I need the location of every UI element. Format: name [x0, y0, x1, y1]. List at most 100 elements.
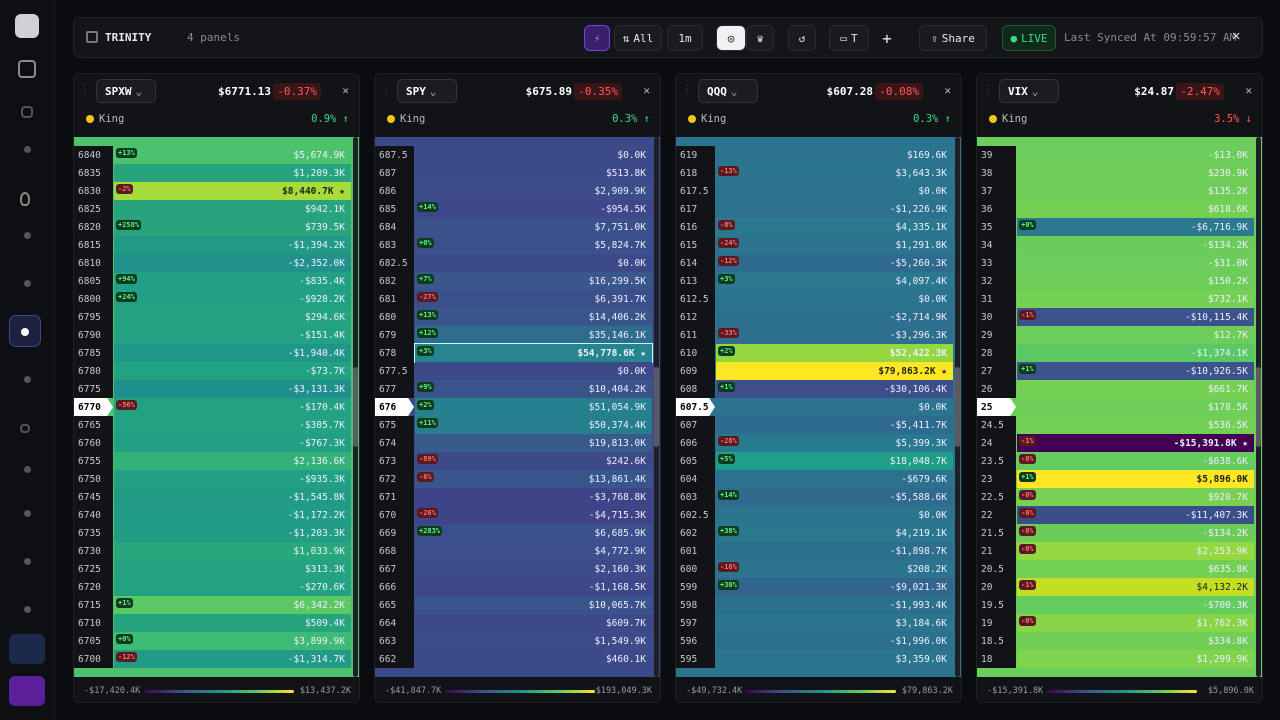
heat-cell: -$3,768.8K	[415, 488, 652, 506]
change-badge: +24%	[116, 292, 137, 302]
change-badge: -1%	[1019, 436, 1036, 446]
help-button[interactable]	[9, 676, 45, 706]
ladder-row: 616 -8% $4,335.1K	[676, 218, 953, 236]
strike: 19	[977, 614, 1016, 632]
ticker: SPXW	[105, 85, 132, 98]
ladder-row: 6740 -$1,172.2K	[74, 506, 351, 524]
add-button[interactable]: +	[882, 28, 892, 48]
ladder-row: 614 -12% -$5,260.3K	[676, 254, 953, 272]
change-badge: +14%	[417, 202, 438, 212]
change-badge: -12%	[718, 256, 739, 266]
heat-cell: $0.0K	[415, 254, 652, 272]
heat-cell: $334.8K	[1017, 632, 1254, 650]
change-badge: +3%	[417, 346, 434, 356]
strike: 25	[977, 398, 1016, 416]
ladder-row: 596 -$1,996.0K	[676, 632, 953, 650]
ladder-row: 20.5 $635.8K	[977, 560, 1254, 578]
ticker-select[interactable]: QQQ ⌄	[698, 79, 758, 103]
filter-label: All	[633, 31, 654, 45]
panel-header: ⋮ SPXW ⌄ $6771.13 -0.37% ✕	[74, 74, 359, 108]
nav-dot[interactable]	[24, 466, 31, 473]
scroll-thumb[interactable]	[1256, 367, 1261, 447]
strike: 673	[375, 452, 414, 470]
heat-cell: -1% -$15,391.8K ★	[1017, 434, 1254, 452]
docs-button[interactable]	[9, 634, 45, 664]
ticker: QQQ	[707, 85, 727, 98]
history-button[interactable]: ↺	[788, 25, 816, 51]
change-badge: +5%	[718, 454, 735, 464]
ladder-row: 18.5 $334.8K	[977, 632, 1254, 650]
heat-cell: $460.1K	[415, 650, 652, 668]
close-panel[interactable]: ✕	[643, 84, 650, 97]
fire-icon[interactable]	[20, 192, 30, 206]
chevron: ⌄	[429, 85, 437, 98]
nav-dot[interactable]	[24, 280, 31, 287]
ladder-row: 603 +14% -$5,588.6K	[676, 488, 953, 506]
flash-button[interactable]: ⚡	[584, 25, 610, 51]
target-button[interactable]: ◎	[716, 25, 746, 51]
heat-cell: -$2,714.9K	[716, 308, 953, 326]
scroll-thumb[interactable]	[955, 367, 960, 447]
gex-value: -$2,714.9K	[889, 312, 947, 323]
strike: 669	[375, 524, 414, 542]
gex-value: $2,253.9K	[1196, 546, 1248, 557]
scroll-thumb[interactable]	[353, 367, 358, 447]
heat-cell: -$1,898.7K	[716, 542, 953, 560]
nav-dot[interactable]	[24, 558, 31, 565]
gex-value: $3,899.9K	[293, 636, 345, 647]
ladder-row: 686 $2,909.9K	[375, 182, 652, 200]
heat-cell: +0% $3,899.9K	[114, 632, 351, 650]
strike: 601	[676, 542, 715, 560]
ladder-row: 18 $1,299.9K	[977, 650, 1254, 668]
t-button[interactable]: ▭ T	[829, 25, 869, 51]
layout-icon[interactable]	[18, 60, 36, 78]
gex-value: $609.7K	[605, 618, 646, 629]
gex-value: $54,778.6K ★	[577, 348, 646, 359]
scroll-thumb[interactable]	[654, 367, 659, 447]
gex-value: -$2,352.0K	[287, 258, 345, 269]
gex-value: -$30,106.4K	[884, 384, 947, 395]
interval-button[interactable]: 1m	[667, 25, 703, 51]
heat-cell: -$305.7K	[114, 416, 351, 434]
ticker-select[interactable]: VIX ⌄	[999, 79, 1059, 103]
strike: 603	[676, 488, 715, 506]
nav-dot[interactable]	[24, 146, 31, 153]
gex-value: $618.6K	[1207, 204, 1248, 215]
share-button[interactable]: ⇪ Share	[919, 25, 987, 51]
heat-cell: -$935.3K	[114, 470, 351, 488]
ladder-row: 604 -$679.6K	[676, 470, 953, 488]
ladder-row: 39 -$13.0K	[977, 146, 1254, 164]
close-button[interactable]: ✕	[1232, 28, 1241, 44]
nav-dot[interactable]	[24, 510, 31, 517]
strike: 28	[977, 344, 1016, 362]
nav-dot[interactable]	[24, 376, 31, 383]
scrollbar	[955, 137, 960, 677]
nav-dot[interactable]	[24, 232, 31, 239]
change-badge: -1%	[1019, 310, 1036, 320]
chevron: ⌄	[135, 85, 143, 98]
lock-icon[interactable]	[20, 424, 30, 433]
crown-button[interactable]: ♛	[746, 25, 774, 51]
change-badge: -0%	[1019, 490, 1036, 500]
gex-value: -$10,115.4K	[1185, 312, 1248, 323]
close-panel[interactable]: ✕	[342, 84, 349, 97]
strike: 33	[977, 254, 1016, 272]
change-badge: -13%	[718, 166, 739, 176]
ladder-row: 36 $618.6K	[977, 200, 1254, 218]
filter-button[interactable]: ⇅ All	[614, 25, 662, 51]
ticker-select[interactable]: SPY ⌄	[397, 79, 457, 103]
chevron: ⌄	[730, 85, 738, 98]
nav-dot[interactable]	[24, 606, 31, 613]
ticker-select[interactable]: SPXW ⌄	[96, 79, 156, 103]
scale-max: $193,049.3K	[595, 686, 652, 696]
close-panel[interactable]: ✕	[1245, 84, 1252, 97]
gex-value: $313.3K	[304, 564, 345, 575]
gex-value: $4,132.2K	[1196, 582, 1248, 593]
ladder-row: 6720 -$270.6K	[74, 578, 351, 596]
gex-value: $6,685.9K	[594, 528, 646, 539]
active-nav[interactable]	[9, 315, 41, 347]
close-panel[interactable]: ✕	[944, 84, 951, 97]
home-icon[interactable]	[21, 106, 33, 118]
heat-cell: -$1,394.2K	[114, 236, 351, 254]
ladder-row: 6760 -$767.3K	[74, 434, 351, 452]
